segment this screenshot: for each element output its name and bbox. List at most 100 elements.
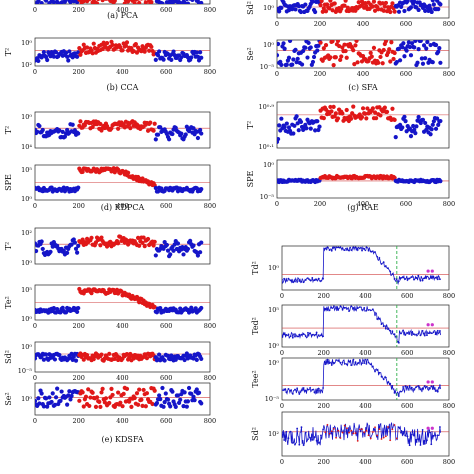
data-point [321, 46, 326, 51]
data-point [301, 48, 306, 54]
data-point [369, 250, 372, 253]
data-point [145, 128, 151, 133]
x-tick-label: 800 [443, 20, 455, 28]
data-point [189, 55, 194, 60]
data-point [350, 364, 353, 367]
data-point [109, 386, 114, 391]
data-point [419, 334, 422, 337]
data-point [191, 356, 196, 361]
data-point [51, 54, 56, 59]
data-point [364, 116, 369, 121]
data-point [342, 3, 347, 8]
data-point [430, 0, 435, 3]
alarm-marker [430, 323, 434, 327]
data-point [69, 242, 74, 247]
data-point [339, 246, 342, 249]
data-point [408, 444, 411, 447]
data-point [186, 385, 192, 391]
x-tick-label: 200 [318, 292, 330, 300]
data-point [333, 55, 338, 60]
data-point [426, 439, 428, 442]
data-point [315, 331, 318, 334]
y-tick-label: 10⁰ [21, 39, 32, 47]
data-point [127, 355, 132, 360]
panel-caption: (e) KDSFA [101, 435, 143, 444]
data-point [47, 395, 52, 400]
data-point [289, 279, 292, 282]
data-point [294, 388, 296, 391]
data-point [133, 42, 138, 47]
data-point [81, 0, 86, 4]
data-point [143, 0, 148, 4]
panel-caption: (g) RAE [347, 203, 379, 212]
data-point [361, 428, 363, 431]
data-point [309, 279, 312, 282]
data-point [317, 277, 320, 280]
data-point [330, 364, 333, 366]
data-point [110, 392, 115, 398]
data-point [310, 59, 316, 65]
data-point [184, 0, 189, 2]
data-point [53, 395, 59, 400]
data-point [99, 235, 104, 240]
data-point [328, 55, 333, 60]
data-point [335, 359, 337, 362]
data-point [428, 42, 433, 48]
data-point [320, 389, 322, 392]
data-point [127, 0, 132, 2]
data-point [358, 359, 361, 361]
alarm-marker [430, 426, 434, 430]
data-point [277, 53, 280, 58]
data-point [318, 40, 323, 45]
data-point [137, 0, 142, 4]
data-point [162, 240, 167, 245]
data-point [361, 362, 363, 365]
data-point [290, 6, 295, 12]
data-point [380, 1, 385, 6]
data-point [380, 375, 383, 378]
data-point [434, 390, 437, 392]
data-point [311, 333, 314, 336]
data-point [413, 434, 415, 437]
data-point [84, 45, 90, 50]
data-point [317, 124, 322, 129]
data-point [90, 51, 95, 56]
data-point [348, 116, 354, 121]
data-point [404, 278, 407, 280]
data-point [346, 363, 348, 366]
data-point [415, 333, 418, 336]
data-point [100, 386, 105, 391]
data-point [40, 246, 45, 252]
data-point [69, 351, 74, 356]
data-point [285, 278, 288, 281]
data-point [293, 7, 298, 12]
data-point [328, 249, 331, 252]
data-point [86, 387, 91, 392]
data-point [363, 431, 366, 434]
plot-area [35, 351, 210, 363]
x-tick-label: 200 [73, 417, 85, 425]
data-point [298, 393, 301, 395]
data-point [370, 106, 375, 111]
data-point [328, 309, 331, 312]
data-point [165, 248, 171, 253]
data-point [397, 426, 400, 429]
data-point [378, 428, 381, 431]
data-point [287, 277, 290, 280]
data-point [432, 331, 435, 334]
data-point [66, 58, 71, 63]
data-point [137, 243, 142, 248]
data-point [409, 41, 415, 46]
data-point [419, 444, 422, 446]
data-point [353, 43, 358, 48]
y-tick-label: 10⁰ [21, 259, 32, 267]
data-point [354, 308, 357, 311]
data-point [43, 352, 49, 357]
data-point [387, 267, 389, 270]
data-point [340, 111, 345, 116]
data-point [421, 429, 424, 431]
